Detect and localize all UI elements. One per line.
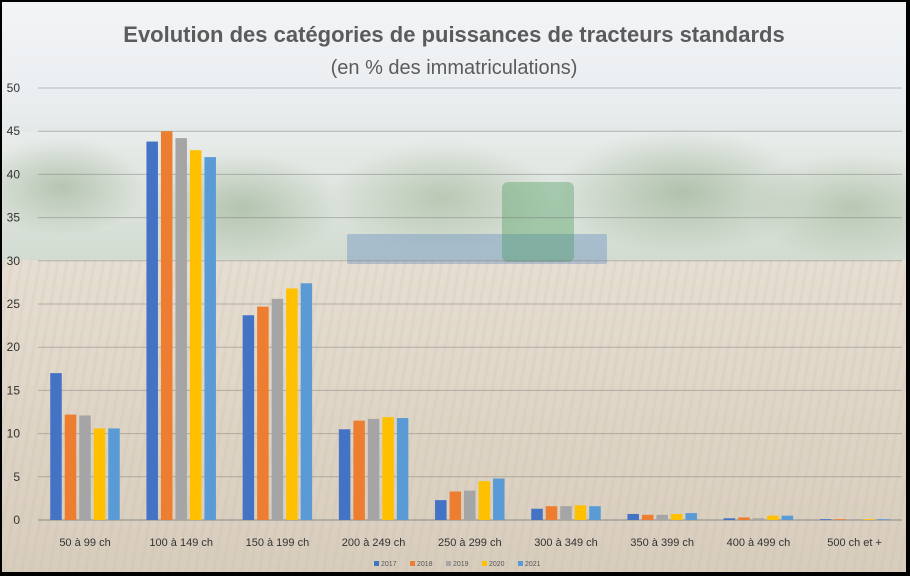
- y-tick-label: 15: [7, 383, 21, 397]
- x-tick-label: 50 à 99 ch: [59, 537, 110, 549]
- bar-2018: [738, 517, 750, 520]
- bar-2020: [189, 150, 202, 520]
- bar-2018: [641, 514, 654, 520]
- x-tick-label: 250 à 299 ch: [438, 537, 502, 549]
- bar-2021: [781, 515, 794, 520]
- bar-2021: [204, 157, 216, 520]
- bar-2021: [877, 519, 890, 520]
- x-tick-label: 500 ch et +: [827, 537, 882, 549]
- bar-2020: [382, 417, 394, 520]
- bar-2019: [271, 298, 284, 520]
- bar-2020: [863, 519, 875, 520]
- bar-2017: [242, 315, 255, 520]
- y-tick-label: 50: [7, 81, 21, 95]
- bar-2018: [160, 131, 173, 520]
- bar-2017: [338, 429, 351, 520]
- bar-2017: [531, 508, 543, 520]
- background-tractor: [502, 182, 574, 262]
- bar-2018: [449, 491, 462, 520]
- bar-2021: [589, 506, 601, 520]
- x-tick-label: 300 à 349 ch: [534, 537, 598, 549]
- bar-2021: [108, 428, 120, 520]
- bar-2019: [560, 506, 572, 520]
- y-tick-label: 10: [7, 427, 21, 441]
- y-axis: 0 5 10 15 20 25 30 35 40 45 50: [7, 81, 21, 527]
- y-tick-label: 35: [7, 211, 21, 225]
- bar-2020: [93, 428, 106, 520]
- background-implement: [347, 234, 607, 264]
- legend-label: 2019: [453, 561, 469, 568]
- bar-2018: [64, 414, 77, 520]
- bar-2021: [300, 283, 313, 520]
- legend-swatch: [446, 561, 451, 566]
- bar-2018: [353, 420, 365, 520]
- bar-2017: [435, 500, 447, 520]
- bar-2020: [286, 288, 298, 520]
- bar-2019: [848, 519, 861, 520]
- bar-2017: [50, 373, 62, 520]
- legend-swatch: [518, 561, 523, 566]
- chart-title: Evolution des catégories de puissances d…: [123, 22, 785, 47]
- bar-2021: [493, 478, 505, 520]
- bar-2019: [656, 514, 668, 520]
- y-tick-label: 5: [13, 470, 20, 484]
- bar-2017: [819, 519, 832, 520]
- bar-2021: [685, 513, 697, 520]
- legend-label: 2020: [489, 561, 505, 568]
- bar-2019: [79, 415, 91, 520]
- bar-2019: [464, 490, 476, 520]
- bar-2020: [767, 515, 779, 520]
- chart-subtitle: (en % des immatriculations): [330, 57, 578, 79]
- x-tick-label: 400 à 499 ch: [727, 537, 791, 549]
- bar-2018: [257, 306, 269, 520]
- y-tick-label: 0: [13, 513, 20, 527]
- bar-2021: [396, 418, 409, 520]
- bar-2019: [752, 518, 765, 520]
- bar-2017: [146, 141, 158, 520]
- legend-label: 2018: [417, 561, 433, 568]
- y-tick-label: 30: [7, 254, 21, 268]
- x-tick-label: 350 à 399 ch: [630, 537, 694, 549]
- x-tick-label: 150 à 199 ch: [246, 537, 310, 549]
- x-tick-label: 200 à 249 ch: [342, 537, 406, 549]
- x-axis: 50 à 99 ch 100 à 149 ch 150 à 199 ch 200 à …: [59, 537, 882, 549]
- y-tick-label: 40: [7, 167, 21, 181]
- legend-swatch: [374, 561, 379, 566]
- y-tick-label: 45: [7, 124, 21, 138]
- bar-2020: [478, 481, 491, 520]
- bar-2018: [545, 506, 558, 520]
- bar-2020: [670, 513, 683, 520]
- bar-2017: [723, 518, 736, 520]
- bar-2020: [574, 505, 587, 520]
- bar-2019: [175, 138, 187, 520]
- legend: 2017 2018 2019 2020 2021: [374, 561, 541, 568]
- legend-label: 2017: [381, 561, 397, 568]
- bars: [50, 131, 890, 520]
- x-tick-label: 100 à 149 ch: [149, 537, 213, 549]
- legend-swatch: [410, 561, 415, 566]
- y-tick-label: 20: [7, 340, 21, 354]
- legend-swatch: [482, 561, 487, 566]
- bar-2019: [367, 418, 380, 520]
- y-tick-label: 25: [7, 297, 21, 311]
- legend-label: 2021: [525, 561, 541, 568]
- bar-2017: [627, 513, 639, 520]
- bar-2018: [834, 519, 846, 520]
